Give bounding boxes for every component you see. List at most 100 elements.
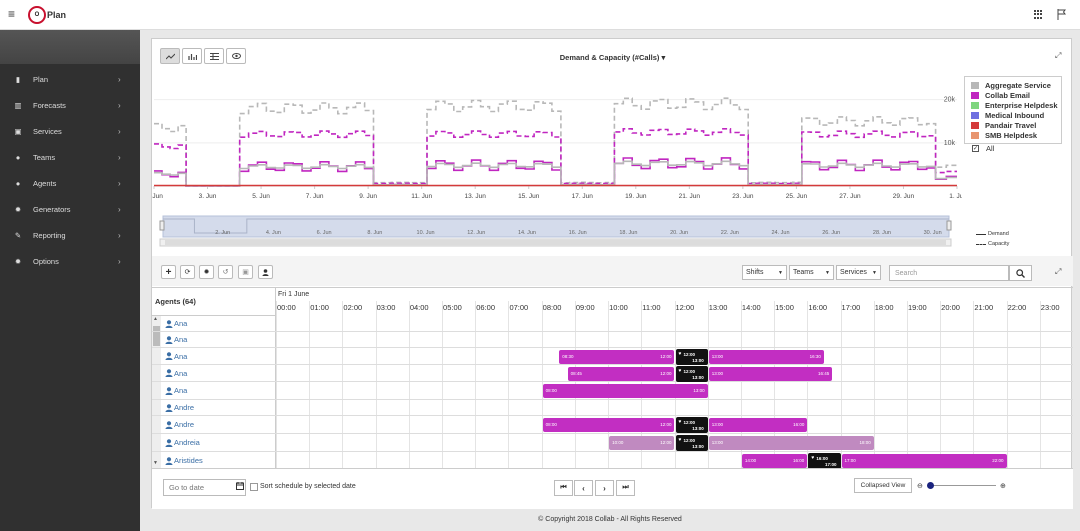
agent-scrollbar[interactable]: ▲ ▼ xyxy=(152,316,161,468)
shift-block[interactable]: 08:30 12:00 xyxy=(559,349,675,364)
legend-item[interactable]: Enterprise Helpdesk xyxy=(971,100,1061,110)
shift-block[interactable]: 10:00 12:00 xyxy=(609,436,675,450)
legend-item[interactable]: Medical Inbound xyxy=(971,110,1061,120)
break-block[interactable]: 12:00 ♥ 13:00 xyxy=(675,365,708,382)
chart-title-dropdown[interactable]: Demand & Capacity (#Calls) ▾ xyxy=(152,53,1073,62)
undo-button[interactable]: ↺ xyxy=(218,265,233,279)
teams-filter[interactable]: Teams ▼ xyxy=(789,265,834,280)
sidebar-item-generators[interactable]: ✹ Generators › xyxy=(0,196,140,222)
user-button[interactable] xyxy=(258,265,273,279)
chevron-down-icon: ▼ xyxy=(825,269,830,276)
shifts-filter[interactable]: Shifts ▼ xyxy=(742,265,787,280)
legend-item[interactable]: Aggregate Service xyxy=(971,80,1061,90)
first-page-button[interactable]: ⏮ xyxy=(554,480,573,496)
shift-block[interactable]: 08:45 12:00 xyxy=(567,366,675,381)
zoom-in-icon[interactable]: ⊕ xyxy=(1000,483,1006,490)
agent-row[interactable]: Ana xyxy=(152,365,276,382)
scroll-up-icon[interactable]: ▲ xyxy=(153,316,158,322)
break-block[interactable]: 12:00 ♥ 13:00 xyxy=(675,348,708,365)
app-logo[interactable]: O Plan xyxy=(28,6,66,24)
shift-start: 08:45 xyxy=(570,370,582,376)
legend-item[interactable]: Pandair Travel xyxy=(971,120,1061,130)
settings-button[interactable]: ✹ xyxy=(199,265,214,279)
bar-chart-toggle[interactable] xyxy=(182,48,202,64)
agent-name[interactable]: Andre xyxy=(174,420,195,429)
shift-block[interactable]: 13:00 18:00 xyxy=(708,436,874,450)
agent-row[interactable]: Ana xyxy=(152,316,276,332)
hour-gridline xyxy=(1039,301,1041,468)
break-block[interactable]: 16:00 ♥ 17:00 xyxy=(808,453,841,468)
zoom-out-icon[interactable]: ⊖ xyxy=(917,483,923,490)
chart-navigator[interactable]: 2. Jun 4. Jun 6. Jun 8. Jun 10. Jun 12. Jun 14… xyxy=(152,213,962,249)
shift-block[interactable]: 14:00 16:00 xyxy=(741,454,808,468)
collapsed-view-button[interactable]: Collapsed View xyxy=(854,478,912,493)
sort-checkbox[interactable] xyxy=(250,483,258,491)
agent-row[interactable]: Ana xyxy=(152,348,276,365)
shift-block[interactable]: 13:00 16:30 xyxy=(708,349,824,364)
calendar-icon[interactable] xyxy=(236,482,244,490)
sidebar-item-agents[interactable]: ● Agents › xyxy=(0,170,140,196)
sidebar-item-teams[interactable]: ● Teams › xyxy=(0,144,140,170)
go-to-date-input[interactable]: Go to date xyxy=(163,479,246,496)
view-toggle[interactable] xyxy=(226,48,246,64)
last-page-button[interactable]: ⏭ xyxy=(616,480,635,496)
top-bar: ≡ O Plan xyxy=(0,0,1080,30)
sidebar-item-options[interactable]: ✹ Options › xyxy=(0,248,140,274)
agent-name[interactable]: Ana xyxy=(174,386,188,395)
agent-row[interactable]: Ana xyxy=(152,382,276,400)
agent-name[interactable]: Ana xyxy=(174,351,188,361)
search-input[interactable]: Search xyxy=(889,265,1009,281)
agent-name[interactable]: Ana xyxy=(174,335,188,344)
agent-row[interactable]: Andre xyxy=(152,416,276,434)
expand-schedule-icon[interactable]: ⤢ xyxy=(1055,267,1062,276)
shift-block[interactable]: 08:00 13:00 xyxy=(542,384,708,398)
menu-icon[interactable]: ≡ xyxy=(8,7,16,21)
add-button[interactable]: + xyxy=(161,265,176,279)
prev-page-button[interactable]: ‹ xyxy=(574,480,593,496)
search-button[interactable] xyxy=(1009,265,1032,281)
sidebar-item-reporting[interactable]: ✎ Reporting › xyxy=(0,222,140,248)
zoom-slider-handle[interactable] xyxy=(927,482,934,489)
save-button[interactable]: ▣ xyxy=(238,265,253,279)
apps-grid-icon[interactable] xyxy=(1034,10,1043,19)
undo-icon: ↺ xyxy=(222,269,229,276)
agent-name[interactable]: Aristides xyxy=(174,456,203,465)
zoom-slider-track[interactable] xyxy=(930,485,996,486)
all-checkbox[interactable]: ✓ xyxy=(972,145,979,152)
flag-icon[interactable] xyxy=(1057,9,1067,20)
table-toggle[interactable] xyxy=(204,48,224,64)
demand-line-swatch xyxy=(976,233,986,235)
sidebar-item-label: Options xyxy=(33,256,59,266)
legend-item[interactable]: SMB Helpdesk xyxy=(971,130,1061,140)
agent-row[interactable]: Ana xyxy=(152,332,276,348)
navigator-tick-label: 4. Jun xyxy=(266,230,281,236)
scroll-thumb[interactable] xyxy=(153,326,160,346)
legend-item[interactable]: Collab Email xyxy=(971,90,1061,100)
legend-all-toggle[interactable]: ✓ All xyxy=(972,144,994,153)
agent-name[interactable]: Andre xyxy=(174,403,195,412)
agent-row[interactable]: Aristides xyxy=(152,452,276,468)
line-chart-toggle[interactable] xyxy=(160,48,180,64)
agent-row[interactable]: Andreia xyxy=(152,434,276,452)
scroll-down-icon[interactable]: ▼ xyxy=(153,460,158,466)
refresh-button[interactable]: ⟳ xyxy=(180,265,195,279)
agent-name[interactable]: Ana xyxy=(174,319,188,328)
shift-end: 22:00 xyxy=(992,458,1004,463)
expand-chart-icon[interactable]: ⤢ xyxy=(1055,51,1062,60)
schedule-footer: Go to date Sort schedule by selected dat… xyxy=(152,469,1073,509)
shift-block[interactable]: 08:00 12:00 xyxy=(542,418,675,432)
legend-label: SMB Helpdesk xyxy=(985,130,1038,140)
shift-block[interactable]: 17:00 22:00 xyxy=(841,454,1007,468)
sidebar-item-forecasts[interactable]: ▥ Forecasts › xyxy=(0,92,140,118)
shift-block[interactable]: 13:00 16:00 xyxy=(708,418,808,432)
agent-name[interactable]: Ana xyxy=(174,368,188,378)
sidebar-item-services[interactable]: ▣ Services › xyxy=(0,118,140,144)
services-filter[interactable]: Services ▼ xyxy=(836,265,881,280)
sidebar-item-plan[interactable]: ▮ Plan › xyxy=(0,66,140,92)
next-page-button[interactable]: › xyxy=(595,480,614,496)
break-block[interactable]: 12:00 ♥ 13:00 xyxy=(675,417,708,433)
agent-row[interactable]: Andre xyxy=(152,400,276,416)
break-block[interactable]: 12:00 ♥ 13:00 xyxy=(675,435,708,451)
shift-block[interactable]: 13:00 16:45 xyxy=(708,366,833,381)
agent-name[interactable]: Andreia xyxy=(174,438,200,447)
